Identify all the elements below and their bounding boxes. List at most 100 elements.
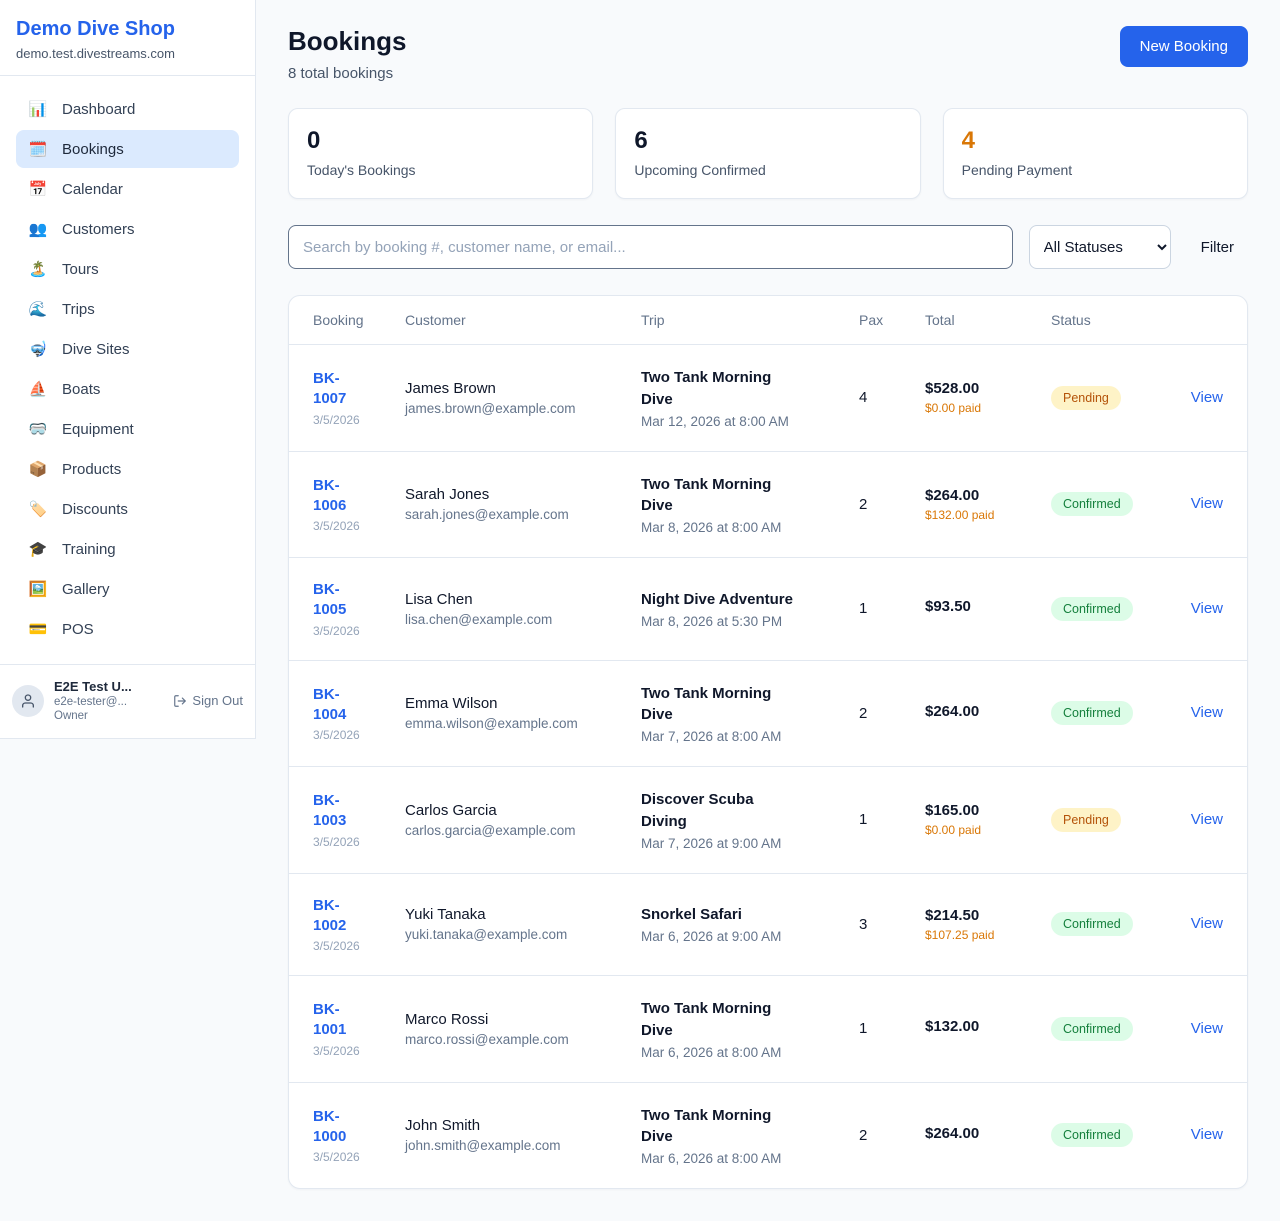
nav-item-label: Dashboard xyxy=(62,100,136,118)
sidebar-item[interactable]: 📅 Calendar xyxy=(16,170,239,208)
trip-cell: Two Tank Morning Dive Mar 12, 2026 at 8:… xyxy=(641,367,859,429)
nav-item-label: Trips xyxy=(62,300,95,318)
nav-item-label: Equipment xyxy=(62,420,134,438)
sidebar-item[interactable]: 🗓️ Bookings xyxy=(16,130,239,168)
stat-label: Pending Payment xyxy=(961,162,1073,178)
booking-date: 3/5/2026 xyxy=(313,939,360,953)
customer-name: Marco Rossi xyxy=(405,1010,489,1028)
booking-date: 3/5/2026 xyxy=(313,1043,360,1058)
sidebar-item[interactable]: 🌊 Trips xyxy=(16,290,239,328)
nav-item-label: Products xyxy=(62,460,122,478)
pax-value: 2 xyxy=(859,1126,868,1144)
status-cell: Confirmed xyxy=(1051,596,1175,621)
status-select[interactable]: All Statuses xyxy=(1028,225,1171,269)
brand-title: Demo Dive Shop xyxy=(16,18,175,40)
paid-amount: $0.00 paid xyxy=(925,401,982,416)
trip-name: Two Tank Morning Dive xyxy=(641,684,772,724)
customer-name: John Smith xyxy=(405,1117,481,1135)
view-link[interactable]: View xyxy=(1190,388,1223,406)
user-block: E2E Test U... e2e-tester@... Owner Sign … xyxy=(0,664,255,738)
pax-value: 1 xyxy=(859,1020,868,1038)
booking-id-link[interactable]: BK-1003 xyxy=(313,792,347,830)
sidebar-item[interactable]: 💳 POS xyxy=(16,610,239,648)
table-row: BK-1006 3/5/2026 Sarah Jones sarah.jones… xyxy=(289,450,1247,558)
nav-item-icon: 🤿 xyxy=(28,341,48,358)
trip-time: Mar 8, 2026 at 5:30 PM xyxy=(641,613,783,629)
customer-name: Emma Wilson xyxy=(405,695,498,713)
booking-id-link[interactable]: BK-1005 xyxy=(313,581,347,619)
sign-out-icon xyxy=(174,694,187,707)
booking-id-link[interactable]: BK-1001 xyxy=(313,1001,347,1039)
status-cell: Pending xyxy=(1051,807,1175,832)
booking-cell: BK-1001 3/5/2026 xyxy=(313,1000,405,1058)
view-link[interactable]: View xyxy=(1190,810,1223,828)
view-link[interactable]: View xyxy=(1190,1126,1223,1144)
new-booking-button[interactable]: New Booking xyxy=(1119,26,1248,67)
total-amount: $214.50 xyxy=(925,906,980,924)
status-cell: Confirmed xyxy=(1051,1016,1175,1041)
table-row: BK-1003 3/5/2026 Carlos Garcia carlos.ga… xyxy=(289,766,1247,873)
total-amount: $264.00 xyxy=(925,702,980,720)
nav-item-icon: 📊 xyxy=(28,101,48,118)
page-header: Bookings 8 total bookings New Booking xyxy=(288,26,1248,82)
sidebar-item[interactable]: 🏷️ Discounts xyxy=(16,490,239,528)
sign-out-button[interactable]: Sign Out xyxy=(173,693,243,708)
view-link[interactable]: View xyxy=(1190,1019,1223,1037)
nav-item-icon: 📅 xyxy=(28,181,48,198)
customer-cell: Sarah Jones sarah.jones@example.com xyxy=(405,486,641,522)
booking-id-link[interactable]: BK-1004 xyxy=(313,685,347,723)
trip-name: Snorkel Safari xyxy=(641,906,742,924)
table-row: BK-1004 3/5/2026 Emma Wilson emma.wilson… xyxy=(289,659,1247,767)
status-cell: Confirmed xyxy=(1051,701,1175,726)
sidebar-item[interactable]: 👥 Customers xyxy=(16,210,239,248)
booking-id-link[interactable]: BK-1007 xyxy=(313,370,347,408)
sidebar-item[interactable]: 📊 Dashboard xyxy=(16,90,239,128)
actions-cell: View xyxy=(1175,704,1223,722)
sidebar: Demo Dive Shop demo.test.divestreams.com… xyxy=(0,0,256,739)
view-link[interactable]: View xyxy=(1190,915,1223,933)
sidebar-item[interactable]: 🤿 Dive Sites xyxy=(16,330,239,368)
nav-item-icon: 🥽 xyxy=(28,421,48,438)
status-badge: Confirmed xyxy=(1051,1123,1133,1148)
status-badge: Pending xyxy=(1051,807,1121,832)
booking-id-link[interactable]: BK-1000 xyxy=(313,1107,347,1145)
table-row: BK-1001 3/5/2026 Marco Rossi marco.rossi… xyxy=(289,975,1247,1082)
trip-cell: Discover Scuba Diving Mar 7, 2026 at 9:0… xyxy=(641,789,859,851)
actions-cell: View xyxy=(1175,915,1223,933)
trip-cell: Snorkel Safari Mar 6, 2026 at 9:00 AM xyxy=(641,904,859,944)
sidebar-item[interactable]: 🎓 Training xyxy=(16,530,239,568)
actions-cell: View xyxy=(1175,811,1223,829)
sidebar-item[interactable]: 🖼️ Gallery xyxy=(16,570,239,608)
nav-item-icon: 🎓 xyxy=(28,541,48,558)
search-input[interactable] xyxy=(288,225,1013,269)
nav-item-icon: 💳 xyxy=(28,621,48,638)
booking-cell: BK-1005 3/5/2026 xyxy=(313,580,405,638)
sidebar-item[interactable]: 📦 Products xyxy=(16,450,239,488)
booking-cell: BK-1000 3/5/2026 xyxy=(313,1107,405,1165)
filter-button[interactable]: Filter xyxy=(1200,238,1234,256)
booking-cell: BK-1002 3/5/2026 xyxy=(313,896,405,954)
trip-time: Mar 6, 2026 at 8:00 AM xyxy=(641,1151,782,1166)
total-cell: $132.00 xyxy=(925,1018,1051,1039)
nav-item-label: Training xyxy=(62,540,116,558)
sidebar-item[interactable]: ⛵ Boats xyxy=(16,370,239,408)
sidebar-item[interactable]: 🥽 Equipment xyxy=(16,410,239,448)
status-badge: Confirmed xyxy=(1051,596,1133,621)
booking-date: 3/5/2026 xyxy=(313,519,360,533)
nav-item-icon: 🌊 xyxy=(28,301,48,318)
status-cell: Confirmed xyxy=(1051,912,1175,937)
status-badge: Pending xyxy=(1051,385,1121,410)
nav-item-label: Boats xyxy=(62,380,101,398)
nav-item-label: POS xyxy=(62,620,94,638)
actions-cell: View xyxy=(1175,389,1223,407)
booking-id-link[interactable]: BK-1002 xyxy=(313,896,347,934)
sidebar-item[interactable]: 🏝️ Tours xyxy=(16,250,239,288)
view-link[interactable]: View xyxy=(1190,495,1223,513)
total-amount: $528.00 xyxy=(925,380,980,398)
avatar xyxy=(12,684,44,717)
booking-cell: BK-1007 3/5/2026 xyxy=(313,369,405,427)
booking-id-link[interactable]: BK-1006 xyxy=(313,476,347,514)
stat-label: Upcoming Confirmed xyxy=(634,162,766,178)
view-link[interactable]: View xyxy=(1190,704,1223,722)
view-link[interactable]: View xyxy=(1190,599,1223,617)
